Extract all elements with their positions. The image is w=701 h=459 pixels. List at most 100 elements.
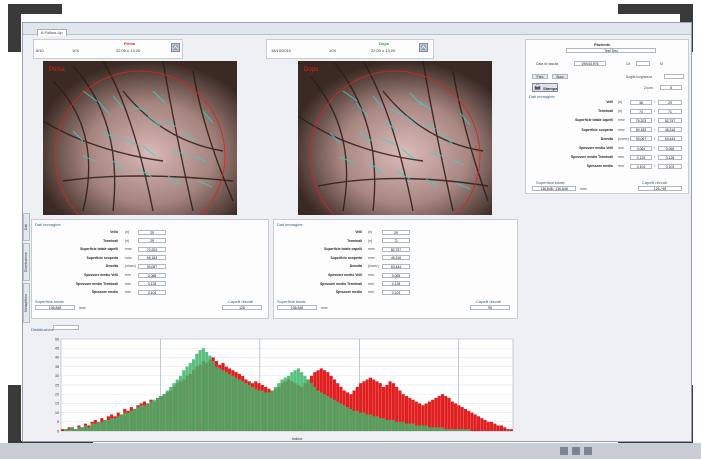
next-button[interactable]: Succ: [552, 74, 568, 79]
chart-bar: [437, 396, 441, 431]
right-sup-tot-unit: mm²: [321, 306, 328, 310]
left-code: 10X: [72, 48, 80, 53]
stat-unit: (n): [368, 230, 373, 234]
tray-icon-3[interactable]: [584, 447, 592, 455]
left-area: 22,00 x 13,20: [116, 48, 141, 53]
vtab-dati[interactable]: Dati: [23, 213, 30, 241]
chart-bar: [427, 401, 431, 431]
frame-corner-tr-h: [618, 4, 693, 14]
chart-bar: [398, 390, 402, 431]
chart-bar: [355, 386, 359, 431]
chart-ytick-label: 30: [55, 374, 59, 378]
side-stat-unit: mm²: [618, 127, 625, 132]
chart-bar: [506, 429, 510, 431]
right-trichoscope-image[interactable]: Dopo: [298, 61, 492, 215]
chart-bar: [159, 396, 163, 431]
stat-unit: mm: [125, 290, 131, 295]
chart-bar: [424, 425, 428, 431]
city-field[interactable]: [636, 61, 650, 66]
chart-bar: [169, 386, 173, 431]
prev-button[interactable]: Prec: [532, 74, 548, 79]
stat-unit: (n): [125, 238, 130, 243]
chart-bar: [126, 412, 130, 431]
chart-ytick-label: 5: [57, 420, 59, 424]
stat-label: Spessore medio Terminali: [76, 281, 118, 286]
side-stat-unit: mm: [618, 164, 624, 169]
chart-bar: [87, 427, 91, 431]
chart-bar: [355, 410, 359, 431]
stat-label: Terminali: [347, 238, 362, 243]
chart-section-field[interactable]: [53, 325, 79, 330]
tab-follow-up[interactable]: A Follow-Up: [37, 29, 67, 36]
chart-bar: [83, 425, 88, 431]
chart-bar: [224, 372, 228, 431]
stat-label: Spessore medio: [91, 290, 118, 295]
chart-bar: [359, 383, 363, 431]
chart-bar: [444, 429, 448, 431]
chart-bar: [106, 419, 110, 431]
chart-bar: [133, 408, 137, 431]
left-cap-value: 126: [222, 305, 262, 310]
vtab-metaqlifiche[interactable]: Metaqlifiche: [23, 283, 30, 323]
right-area: 22,00 x 13,20: [371, 48, 396, 53]
side-stat-value-after: 45,316: [658, 127, 682, 133]
stat-label: Spessore medio Velli: [328, 273, 362, 277]
length-threshold-field[interactable]: [664, 74, 684, 79]
printer-icon: [534, 84, 541, 90]
chart-bar: [123, 412, 127, 431]
chart-bar: [450, 401, 454, 431]
chart-bar: [192, 359, 196, 431]
chart-bar: [234, 377, 238, 431]
stat-unit: mm: [368, 281, 374, 286]
compare-icon: [172, 44, 179, 51]
chart-bar: [362, 381, 366, 431]
left-date: 8/10: [36, 48, 44, 53]
side-stat-value-before: 0,129: [630, 154, 652, 160]
chart-bar: [287, 375, 291, 431]
stat-label: Densità: [105, 264, 118, 269]
stat-value: 0,104: [138, 289, 166, 295]
chart-bar: [440, 394, 445, 431]
stat-unit: mm: [125, 273, 131, 277]
chart-bar: [277, 383, 281, 431]
zoom-value[interactable]: 8: [660, 85, 682, 90]
left-compare-button[interactable]: [171, 43, 180, 52]
chart-bar: [349, 408, 353, 431]
app-window: A Follow-Up Dati Distribuzione Metaqlifi…: [22, 22, 692, 442]
print-label: Stampa: [543, 86, 558, 91]
side-stat-label: Superficie scoperta: [581, 127, 613, 132]
side-stat-unit: mm²: [618, 118, 625, 123]
stat-unit: mm: [368, 273, 374, 277]
side-stat-value-before: 0,064: [630, 145, 652, 151]
chart-ytick-label: 50: [55, 337, 59, 341]
chart-bar: [198, 350, 202, 431]
side-stat-separator: /: [654, 109, 655, 114]
side-stats-title: Dati immagine: [529, 94, 555, 99]
chart-bar: [175, 379, 179, 431]
print-button[interactable]: Stampa: [532, 83, 558, 92]
tray-icon-1[interactable]: [560, 447, 568, 455]
chart-bar: [149, 401, 153, 431]
chart-bar: [470, 412, 474, 431]
stat-value: 70,203: [138, 246, 166, 252]
side-stat-value-after: 63,444: [658, 136, 682, 142]
side-stat-value-before: 90,067: [630, 136, 652, 142]
left-trichoscope-image[interactable]: Prima: [43, 61, 237, 215]
chart-bar: [339, 403, 343, 431]
chart-bar: [165, 390, 169, 431]
right-compare-button[interactable]: [419, 43, 428, 52]
chart-bar: [306, 379, 310, 431]
chart-bar: [460, 407, 464, 431]
stat-value: 0,128: [138, 281, 166, 287]
tray-icon-2[interactable]: [572, 447, 580, 455]
vtab-distribuzione[interactable]: Distribuzione: [23, 243, 30, 281]
chart-bar: [372, 416, 376, 431]
chart-bar: [300, 372, 304, 431]
chart-bar: [447, 397, 451, 431]
stat-label: Spessore medio: [335, 290, 362, 295]
right-stats-title: Dati immagine: [277, 222, 303, 227]
chart-bar: [218, 368, 222, 431]
chart-bar: [431, 427, 435, 431]
chart-bar: [336, 401, 340, 431]
roi-circle: [309, 70, 481, 215]
